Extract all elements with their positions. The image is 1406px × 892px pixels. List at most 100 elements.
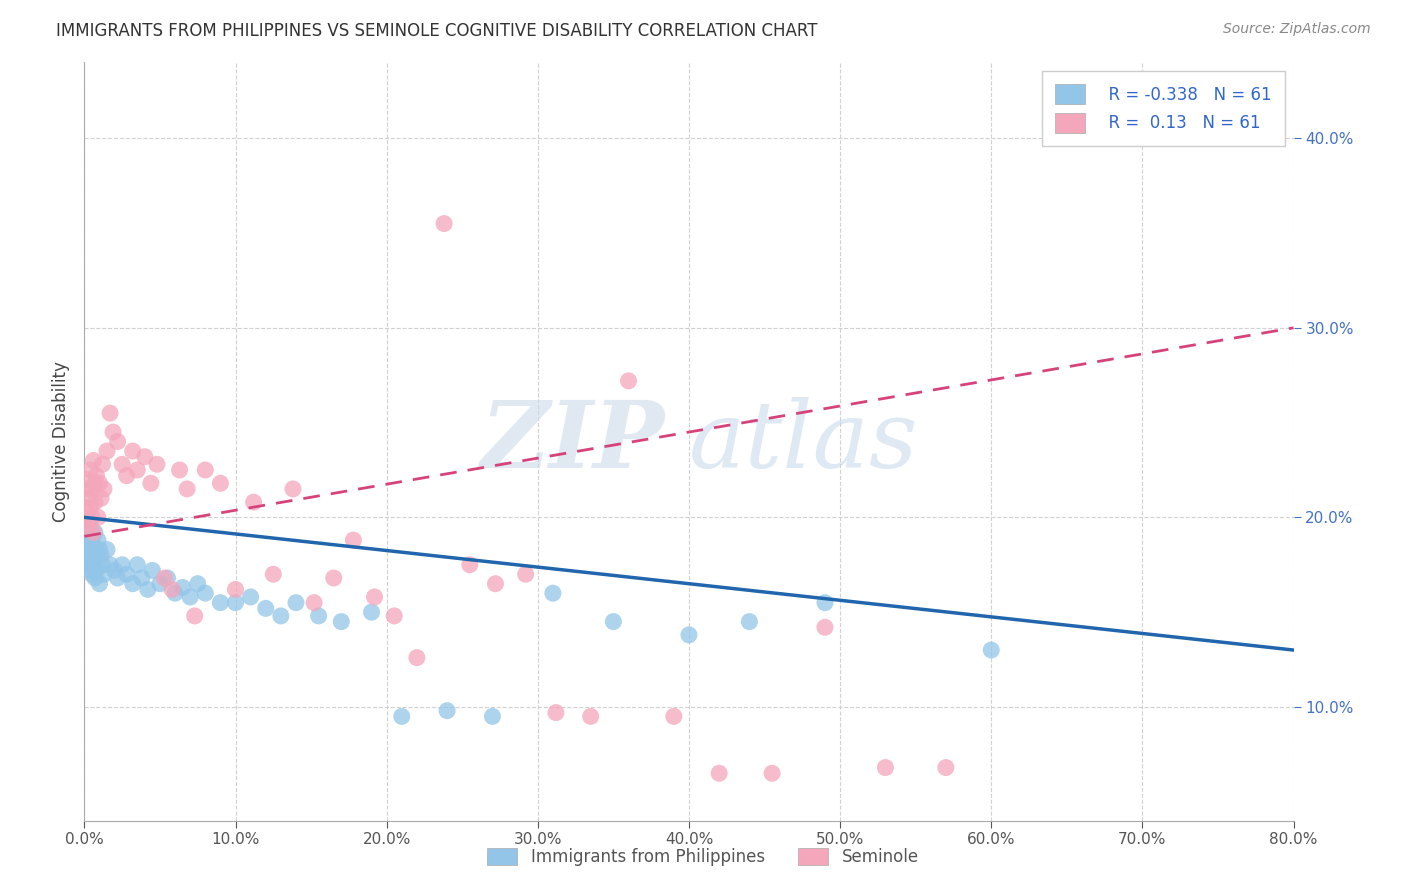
Point: [134, 450, 156, 464]
Point: [86, 548, 108, 563]
Point: [127, 463, 149, 477]
Point: [342, 533, 364, 548]
Point: [104, 564, 127, 578]
Point: [91, 558, 114, 572]
Point: [98, 558, 121, 572]
Point: [79, 500, 101, 515]
Point: [75, 473, 97, 487]
Point: [738, 615, 761, 629]
Point: [709, 766, 731, 780]
Point: [169, 463, 191, 477]
Point: [75, 539, 97, 553]
Text: IMMIGRANTS FROM PHILIPPINES VS SEMINOLE COGNITIVE DISABILITY CORRELATION CHART: IMMIGRANTS FROM PHILIPPINES VS SEMINOLE …: [56, 22, 818, 40]
Point: [194, 586, 217, 600]
Point: [194, 463, 217, 477]
Point: [79, 463, 101, 477]
Point: [111, 558, 134, 572]
Point: [814, 596, 837, 610]
Point: [225, 596, 247, 610]
Point: [86, 468, 108, 483]
Point: [481, 709, 503, 723]
Point: [76, 552, 98, 566]
Point: [541, 586, 564, 600]
Point: [90, 548, 112, 563]
Point: [515, 567, 537, 582]
Text: atlas: atlas: [689, 397, 918, 486]
Point: [80, 482, 103, 496]
Point: [76, 514, 98, 528]
Text: ZIP: ZIP: [481, 397, 665, 486]
Legend:   R = -0.338   N = 61,   R =  0.13   N = 61: R = -0.338 N = 61, R = 0.13 N = 61: [1042, 70, 1285, 146]
Point: [79, 520, 101, 534]
Point: [270, 609, 292, 624]
Point: [302, 596, 325, 610]
Point: [76, 482, 98, 496]
Point: [93, 482, 115, 496]
Point: [141, 564, 163, 578]
Point: [146, 457, 169, 471]
Point: [115, 468, 138, 483]
Point: [82, 525, 104, 540]
Point: [458, 558, 481, 572]
Point: [80, 533, 103, 548]
Point: [84, 525, 107, 540]
Point: [87, 533, 110, 548]
Point: [382, 609, 405, 624]
Point: [160, 582, 183, 597]
Point: [91, 457, 114, 471]
Point: [406, 650, 429, 665]
Point: [82, 453, 104, 467]
Point: [187, 576, 209, 591]
Point: [84, 571, 107, 585]
Point: [433, 217, 456, 231]
Point: [131, 571, 153, 585]
Point: [80, 567, 103, 582]
Point: [82, 539, 104, 553]
Point: [121, 576, 143, 591]
Point: [127, 558, 149, 572]
Point: [579, 709, 602, 723]
Point: [96, 444, 118, 458]
Point: [86, 564, 108, 578]
Y-axis label: Cognitive Disability: Cognitive Disability: [52, 361, 70, 522]
Point: [262, 567, 284, 582]
Point: [136, 582, 159, 597]
Point: [89, 542, 111, 557]
Point: [75, 500, 97, 515]
Point: [79, 542, 101, 557]
Text: Source: ZipAtlas.com: Source: ZipAtlas.com: [1223, 22, 1371, 37]
Point: [209, 596, 232, 610]
Point: [761, 766, 783, 780]
Point: [176, 482, 198, 496]
Point: [281, 482, 304, 496]
Point: [239, 590, 262, 604]
Point: [391, 709, 413, 723]
Point: [602, 615, 624, 629]
Point: [980, 643, 1002, 657]
Point: [436, 704, 458, 718]
Point: [76, 525, 98, 540]
Point: [75, 529, 97, 543]
Point: [121, 444, 143, 458]
Point: [330, 615, 353, 629]
Point: [87, 510, 110, 524]
Point: [209, 476, 232, 491]
Point: [76, 544, 98, 558]
Point: [678, 628, 700, 642]
Point: [84, 495, 107, 509]
Point: [77, 520, 100, 534]
Point: [814, 620, 837, 634]
Point: [149, 576, 172, 591]
Point: [360, 605, 382, 619]
Point: [183, 609, 205, 624]
Point: [107, 571, 129, 585]
Point: [82, 558, 104, 572]
Point: [93, 567, 115, 582]
Point: [617, 374, 640, 388]
Legend: Immigrants from Philippines, Seminole: Immigrants from Philippines, Seminole: [479, 840, 927, 875]
Point: [662, 709, 685, 723]
Point: [98, 406, 121, 420]
Point: [322, 571, 344, 585]
Point: [153, 571, 176, 585]
Point: [90, 491, 112, 506]
